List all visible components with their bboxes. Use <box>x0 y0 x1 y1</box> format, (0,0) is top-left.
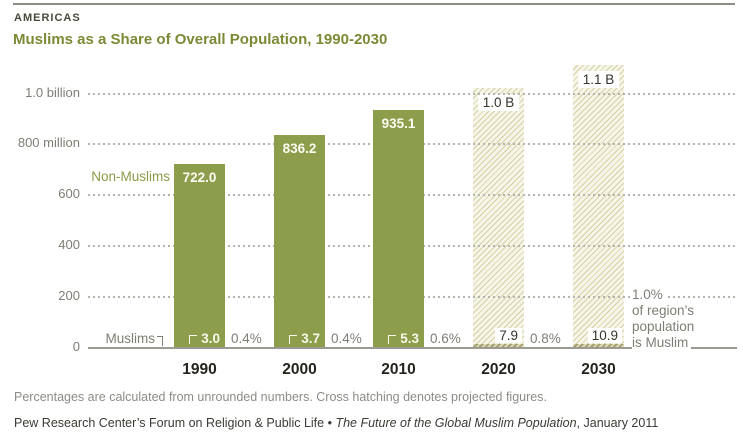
region-kicker: AMERICAS <box>14 12 81 24</box>
bar-muslim-value: 5.3 <box>400 331 419 346</box>
pct-label-1990: 0.4% <box>228 331 265 346</box>
corner-bracket-icon <box>289 335 298 344</box>
bar-2010: 935.1 5.3 <box>373 110 424 348</box>
bar-muslim-value: 3.0 <box>201 331 220 346</box>
source-suffix: , January 2011 <box>576 416 659 430</box>
annotation-line: population <box>632 319 698 335</box>
source-title-italic: The Future of the Global Muslim Populati… <box>335 416 577 430</box>
bar-muslim-label: 7.9 <box>495 328 522 343</box>
bar-2020-projected: 1.0 B 7.9 <box>473 88 524 348</box>
x-tick-1990: 1990 <box>182 361 217 378</box>
pct-annotation-2030: 1.0% of region’s population is Muslim <box>632 287 698 351</box>
chart-title: Muslims as a Share of Overall Population… <box>13 31 388 48</box>
x-tick-2000: 2000 <box>282 361 317 378</box>
x-tick-2010: 2010 <box>381 361 416 378</box>
pct-label-2020: 0.8% <box>527 331 564 346</box>
top-rule <box>13 3 735 5</box>
y-tick-label: 0 <box>72 339 80 354</box>
bar-total-label: 722.0 <box>182 170 217 185</box>
bar-total-label: 836.2 <box>282 141 317 156</box>
bar-1990: 722.0 3.0 <box>174 164 225 348</box>
bar-muslim-label: 3.0 <box>189 331 220 346</box>
pct-label-2010: 0.6% <box>427 331 464 346</box>
bar-total-label: 1.1 B <box>577 71 620 88</box>
pct-label-2000: 0.4% <box>328 331 365 346</box>
x-tick-2020: 2020 <box>481 361 516 378</box>
y-tick-label: 400 <box>58 237 80 252</box>
muslims-label: Muslims <box>70 331 163 346</box>
x-tick-2030: 2030 <box>581 361 616 378</box>
y-tick-label: 1.0 billion <box>25 85 80 100</box>
annotation-line: 1.0% <box>632 287 666 303</box>
source-line: Pew Research Center’s Forum on Religion … <box>14 416 658 430</box>
y-tick-label: 200 <box>58 288 80 303</box>
bar-2000: 836.2 3.7 <box>274 135 325 348</box>
x-axis-baseline <box>88 347 737 349</box>
bar-total-label: 1.0 B <box>477 94 520 111</box>
source-prefix: Pew Research Center’s Forum on Religion … <box>14 416 336 430</box>
non-muslims-label: Non-Muslims <box>91 169 170 184</box>
bar-muslim-value: 10.9 <box>591 328 618 343</box>
y-tick-label: 800 million <box>17 135 80 150</box>
muslim-segment <box>473 344 524 348</box>
bar-muslim-value: 7.9 <box>499 328 518 343</box>
muslim-segment <box>573 344 624 348</box>
corner-bracket-icon <box>388 335 397 344</box>
muslims-bracket-icon <box>157 336 163 346</box>
muslims-label-text: Muslims <box>105 331 156 346</box>
bar-2030-projected: 1.1 B 10.9 <box>573 65 624 348</box>
bar-muslim-label: 10.9 <box>587 328 622 343</box>
y-tick-label: 600 <box>58 186 80 201</box>
bar-total-label: 935.1 <box>381 116 416 131</box>
corner-bracket-icon <box>189 335 198 344</box>
bar-muslim-label: 3.7 <box>289 331 320 346</box>
annotation-line: of region’s <box>632 303 698 319</box>
footnote: Percentages are calculated from unrounde… <box>14 390 547 404</box>
bar-muslim-value: 3.7 <box>301 331 320 346</box>
annotation-line: is Muslim <box>632 335 692 351</box>
bar-muslim-label: 5.3 <box>388 331 419 346</box>
gridline-1000m <box>88 93 737 95</box>
